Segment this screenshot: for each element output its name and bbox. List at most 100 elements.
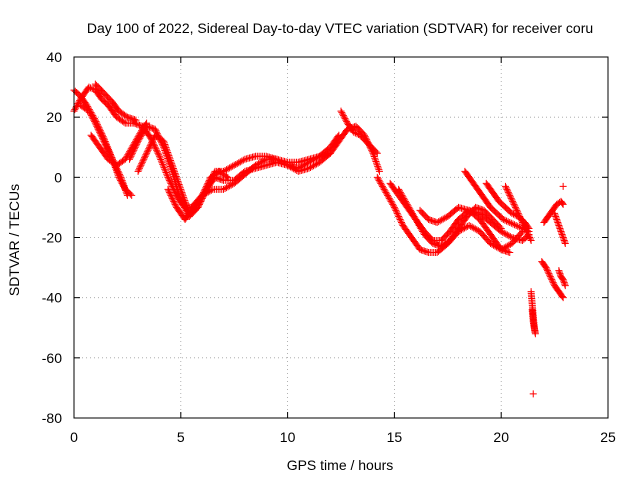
data-point — [182, 200, 190, 208]
data-point — [143, 122, 151, 130]
data-point — [179, 192, 187, 200]
axis-ticks: 0 5 10 15 20 25 -80 -60 -40 -20 0 20 40 — [42, 49, 616, 445]
data-point — [180, 195, 188, 203]
data-point — [205, 176, 213, 184]
data-point — [503, 217, 511, 225]
data-point — [524, 230, 532, 238]
series-arc-23 — [555, 267, 569, 290]
data-point — [511, 221, 519, 229]
data-point — [138, 160, 146, 168]
data-point — [560, 235, 568, 243]
data-point — [402, 197, 410, 205]
data-point — [137, 133, 145, 141]
data-point — [499, 215, 507, 223]
data-point — [172, 171, 180, 179]
data-point — [174, 177, 182, 185]
x-tick-label: 20 — [493, 429, 509, 445]
x-tick-label: 15 — [387, 429, 403, 445]
data-point — [420, 247, 428, 255]
data-point — [129, 115, 137, 123]
data-point — [117, 173, 125, 181]
data-point — [383, 190, 391, 198]
data-point — [157, 157, 165, 165]
data-point — [337, 107, 345, 115]
data-point — [375, 167, 383, 175]
data-point — [439, 215, 447, 223]
data-point — [163, 172, 171, 180]
data-point — [418, 226, 426, 234]
data-point — [376, 178, 384, 186]
data-point — [382, 188, 390, 196]
data-point — [545, 270, 553, 278]
data-point — [146, 142, 154, 150]
data-point — [279, 159, 287, 167]
data-point — [183, 203, 191, 211]
data-point — [553, 217, 561, 225]
series-arc-14 — [416, 203, 514, 257]
data-point — [429, 217, 437, 225]
data-point — [514, 209, 522, 217]
grid — [74, 57, 608, 418]
data-point — [417, 246, 425, 254]
data-point — [500, 229, 508, 237]
data-point — [160, 164, 168, 172]
data-point — [514, 208, 522, 216]
data-point — [505, 232, 513, 240]
data-point — [558, 229, 566, 237]
data-point — [145, 123, 153, 131]
data-point — [497, 246, 505, 254]
x-tick-label: 10 — [280, 429, 296, 445]
data-point — [130, 146, 138, 154]
data-point — [98, 133, 106, 141]
data-point — [527, 237, 535, 245]
data-point — [138, 158, 146, 166]
data-point — [215, 175, 223, 183]
data-point — [477, 205, 485, 213]
data-point — [122, 186, 130, 194]
data-point — [172, 173, 180, 181]
series-arc-24 — [559, 182, 567, 190]
data-point — [176, 184, 184, 192]
data-point — [558, 230, 566, 238]
data-point — [506, 249, 514, 257]
data-point — [438, 216, 446, 224]
data-point — [175, 179, 183, 187]
data-point — [152, 145, 160, 153]
data-point — [123, 190, 131, 198]
data-points — [70, 80, 569, 398]
data-point — [502, 230, 510, 238]
data-point — [308, 157, 316, 165]
data-point — [497, 224, 505, 232]
data-point — [176, 182, 184, 190]
data-point — [422, 248, 430, 256]
data-point — [152, 127, 160, 135]
data-point — [71, 106, 79, 114]
data-point — [100, 137, 108, 145]
series-arc-10 — [337, 107, 381, 157]
series-arc-6 — [104, 101, 334, 211]
data-point — [173, 176, 181, 184]
data-point — [501, 247, 509, 255]
data-point — [555, 267, 563, 275]
data-point — [387, 197, 395, 205]
data-point — [138, 130, 146, 138]
data-point — [526, 235, 534, 243]
data-point — [396, 188, 404, 196]
data-point — [472, 203, 480, 211]
data-point — [182, 201, 190, 209]
data-point — [396, 215, 404, 223]
data-point — [85, 83, 93, 91]
data-point — [504, 188, 512, 196]
data-point — [503, 231, 511, 239]
data-point — [168, 161, 176, 169]
data-point — [409, 211, 417, 219]
data-point — [500, 247, 508, 255]
data-point — [147, 140, 155, 148]
data-point — [233, 160, 241, 168]
data-point — [131, 143, 139, 151]
data-point — [226, 182, 234, 190]
data-point — [305, 164, 313, 172]
data-point — [162, 168, 170, 176]
data-point — [375, 166, 383, 174]
